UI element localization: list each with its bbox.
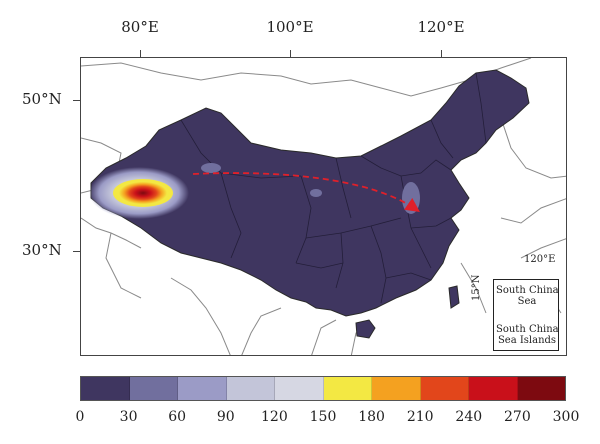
legend-tick-label: 210 <box>406 409 434 425</box>
legend-swatch <box>178 377 227 400</box>
legend-swatch <box>372 377 421 400</box>
transport-arrow <box>192 172 420 213</box>
legend-swatch <box>275 377 324 400</box>
tick-120e <box>441 50 442 57</box>
china-map <box>81 58 566 355</box>
light-patch-2 <box>310 189 322 197</box>
legend-tick-label: 270 <box>504 409 531 425</box>
lon-label-100e: 100°E <box>266 18 314 36</box>
legend-tick-label: 60 <box>168 409 187 425</box>
legend-swatch <box>420 377 469 400</box>
tick-100e <box>290 50 291 57</box>
legend-swatch <box>469 377 518 400</box>
lat-label-50n: 50°N <box>22 90 62 108</box>
lon-label-80e: 80°E <box>121 18 159 36</box>
inset-islands-label: South China Sea Islands <box>496 324 559 346</box>
tick-80e <box>140 50 141 57</box>
legend-swatch <box>81 377 130 400</box>
legend-tick-label: 90 <box>216 409 235 425</box>
province-borders <box>180 72 487 304</box>
light-patch-3 <box>201 163 221 173</box>
inset-lat-label: 15°N <box>471 274 482 301</box>
legend-tick-label: 30 <box>119 409 138 425</box>
light-patch-1 <box>402 182 420 214</box>
tick-50n <box>73 100 80 101</box>
inset-lon-label: 120°E <box>524 254 556 265</box>
hotspot-core <box>113 179 173 207</box>
legend-tick-label: 180 <box>358 409 385 425</box>
legend-tick-label: 120 <box>261 409 288 425</box>
legend-swatch <box>323 377 372 400</box>
inset-sea-label: South China Sea <box>496 285 559 307</box>
legend-colorbar <box>80 376 566 401</box>
legend-tick-label: 300 <box>552 409 580 425</box>
taiwan-island <box>448 285 460 309</box>
hainan-island <box>355 319 376 339</box>
legend-swatch <box>226 377 275 400</box>
legend-tick-label: 240 <box>455 409 483 425</box>
legend-swatch <box>129 377 178 400</box>
tick-30n <box>73 251 80 252</box>
south-china-sea-inset: 120°E South China Sea South China Sea Isla… <box>493 254 559 351</box>
legend-tick-label: 150 <box>309 409 337 425</box>
legend-tick-label: 0 <box>75 409 85 425</box>
lon-label-120e: 120°E <box>417 18 465 36</box>
map-frame: 120°E South China Sea South China Sea Isla… <box>80 57 567 356</box>
legend-swatch <box>517 377 565 400</box>
lat-label-30n: 30°N <box>22 241 62 259</box>
